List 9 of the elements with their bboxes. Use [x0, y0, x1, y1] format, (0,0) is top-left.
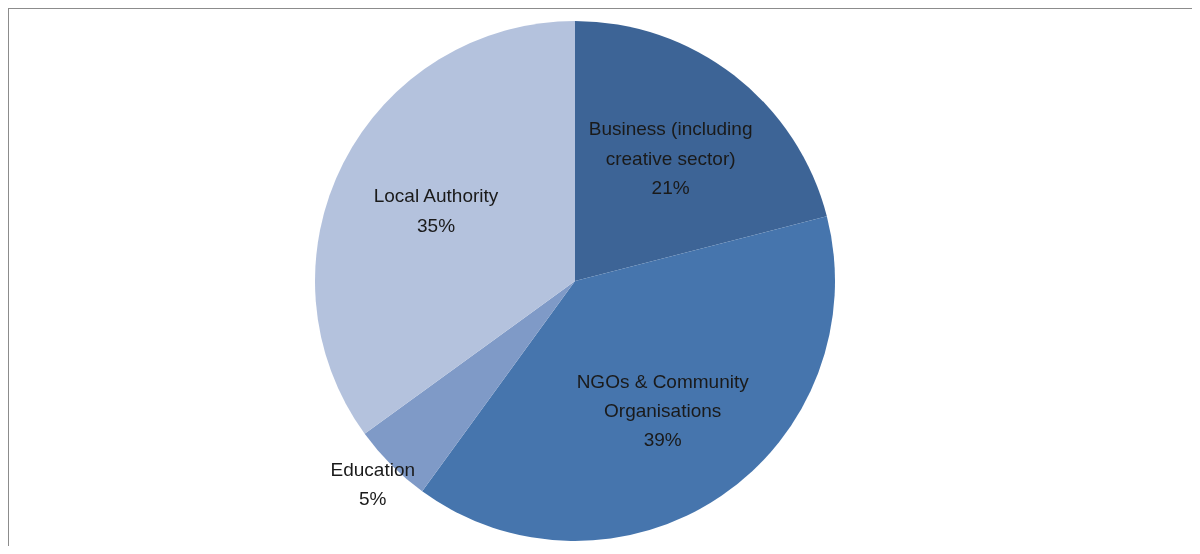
pie-slice — [575, 21, 827, 281]
data-label: 5% — [359, 487, 387, 509]
slice-label: Business (including creative sector) — [588, 117, 753, 169]
slice-label: Local Authority — [373, 184, 499, 206]
data-label: 39% — [643, 428, 682, 450]
data-label: 35% — [416, 214, 456, 236]
data-label: 21% — [651, 176, 690, 198]
slice-label: NGOs & Community Organisations — [576, 370, 750, 421]
pie-slice — [315, 21, 575, 434]
